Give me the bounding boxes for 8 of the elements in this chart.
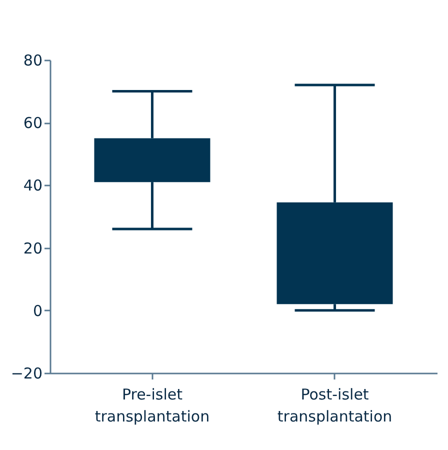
y-tick-label: −20 — [10, 364, 42, 382]
x-tick-label: Post-islet transplantation — [277, 386, 392, 426]
x-tick-label: Pre-islet transplantation — [94, 386, 210, 426]
y-tick-label: 80 — [23, 52, 42, 70]
y-tick-label: 20 — [23, 239, 42, 258]
y-tick-label: 60 — [23, 114, 42, 132]
y-tick-label: 40 — [23, 176, 42, 195]
y-tick-label: 0 — [32, 302, 42, 320]
